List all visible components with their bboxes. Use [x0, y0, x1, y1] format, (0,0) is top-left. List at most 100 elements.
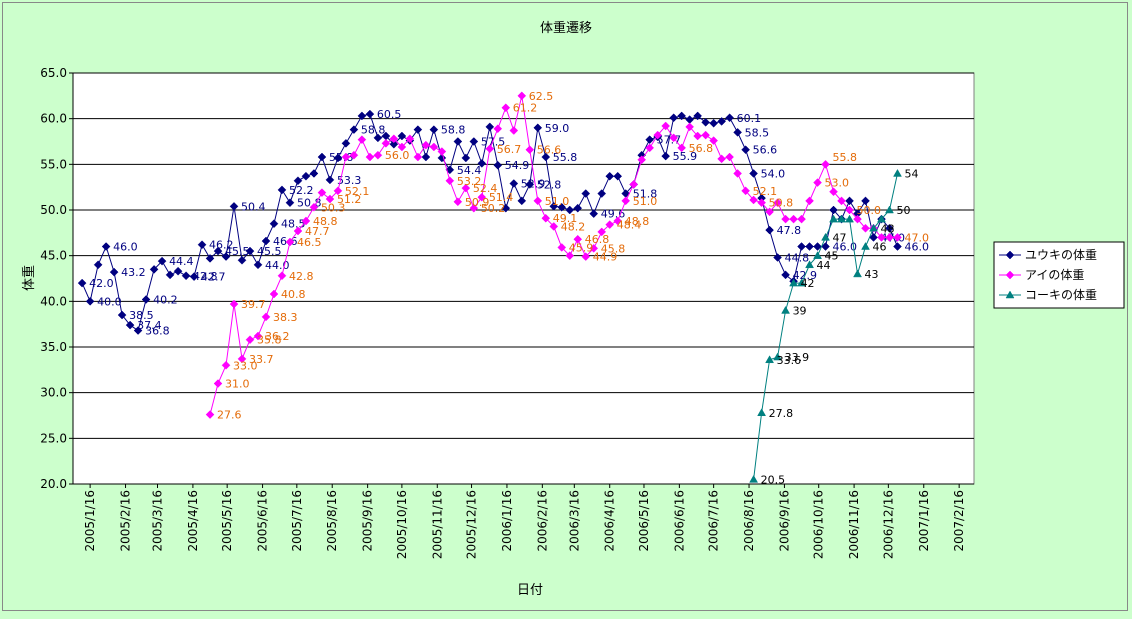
data-label: 54	[904, 167, 918, 180]
data-label: 52.1	[753, 185, 778, 198]
data-point	[845, 205, 854, 215]
x-tick-label: 2006/6/16	[672, 490, 686, 552]
data-point	[221, 252, 231, 261]
data-label: 55.8	[833, 151, 858, 164]
data-label: 42.8	[289, 270, 314, 283]
data-point	[605, 171, 615, 181]
data-label: 51.2	[337, 193, 362, 206]
series-2: 27.6 31.0 33.0 39.7 33.7 35.836.2 38.3 40.8 42.8…	[205, 90, 929, 422]
data-label: 48.8	[625, 215, 650, 228]
data-point	[117, 310, 127, 320]
data-label: 46.0	[904, 241, 929, 254]
data-label: 56.8	[689, 142, 714, 155]
data-label: 58.8	[441, 124, 466, 137]
series-1: 42.0 40.0 46.0 43.2 38.537.436.8 40.2 44.4 42.8…	[77, 108, 929, 338]
data-point	[637, 155, 647, 165]
data-label: 54.4	[457, 164, 482, 177]
x-tick-label: 2005/3/16	[151, 490, 165, 552]
data-point	[541, 152, 551, 162]
data-point	[301, 171, 311, 181]
data-point	[741, 145, 750, 155]
data-point	[125, 320, 135, 330]
data-point	[565, 205, 575, 215]
data-point	[77, 278, 87, 288]
data-point	[797, 214, 806, 224]
data-point	[837, 214, 846, 223]
data-point	[373, 133, 383, 143]
data-point	[213, 246, 223, 256]
data-label: 40.0	[97, 295, 122, 308]
data-label: 54.9	[505, 159, 530, 172]
data-point	[341, 152, 351, 162]
x-tick-label: 2006/12/16	[881, 490, 895, 559]
data-point	[133, 326, 143, 335]
data-point	[749, 195, 758, 205]
data-point	[453, 137, 463, 146]
data-point	[589, 244, 599, 253]
data-point	[669, 113, 679, 123]
data-point	[317, 152, 327, 162]
data-point	[629, 180, 639, 189]
data-point	[453, 197, 463, 207]
x-tick-label: 2006/5/16	[637, 490, 651, 552]
data-point	[461, 183, 471, 193]
data-point	[797, 242, 806, 251]
data-label: 52.1	[345, 185, 370, 198]
data-label: 62.5	[529, 90, 554, 103]
data-point	[405, 134, 415, 144]
data-label: 54.0	[761, 167, 786, 180]
x-tick-label: 2006/2/16	[535, 490, 549, 552]
data-point	[493, 160, 503, 170]
data-point	[149, 265, 159, 274]
data-point	[877, 233, 886, 242]
data-label: 36.8	[145, 325, 170, 338]
data-point	[717, 154, 726, 164]
data-point	[245, 335, 255, 345]
data-label: 52.4	[473, 182, 498, 195]
x-tick-label: 2005/11/16	[430, 490, 444, 559]
data-point	[709, 136, 718, 145]
legend-marker	[1005, 290, 1015, 299]
data-point	[693, 111, 703, 121]
data-label: 48.4	[617, 219, 642, 232]
x-tick-label: 2005/12/16	[465, 490, 479, 559]
data-point	[493, 124, 503, 134]
data-point	[701, 117, 710, 127]
data-point	[333, 153, 343, 163]
data-point	[253, 260, 263, 270]
data-point	[461, 153, 471, 163]
data-label: 42	[801, 277, 815, 290]
data-point	[613, 216, 623, 226]
data-point	[853, 214, 862, 224]
data-point	[173, 266, 183, 276]
data-point	[733, 128, 742, 137]
x-tick-label: 2005/5/16	[220, 490, 234, 552]
data-label: 43.2	[121, 266, 145, 279]
data-label: 38.5	[129, 309, 154, 322]
data-point	[301, 216, 311, 226]
data-point	[757, 408, 767, 417]
data-point	[829, 214, 838, 223]
data-label: 27.8	[769, 407, 794, 420]
data-label: 51.4	[489, 191, 513, 204]
data-point	[885, 205, 894, 214]
data-point	[269, 219, 279, 229]
data-label: 51.0	[633, 195, 658, 208]
data-point	[413, 152, 423, 162]
data-point	[165, 270, 175, 280]
data-point	[445, 176, 455, 186]
data-point	[357, 135, 367, 145]
data-point	[349, 150, 359, 160]
data-point	[837, 196, 846, 206]
x-axis-label: 日付	[517, 583, 543, 598]
data-label: 45.8	[601, 242, 626, 255]
data-label: 59.0	[545, 122, 570, 135]
data-point	[797, 278, 806, 287]
x-tick-label: 2005/2/16	[119, 490, 133, 552]
data-label: 42.8	[193, 270, 218, 283]
data-point	[325, 175, 335, 185]
data-point	[725, 152, 734, 162]
data-point	[717, 117, 726, 126]
y-tick-label: 60.0	[40, 112, 67, 126]
